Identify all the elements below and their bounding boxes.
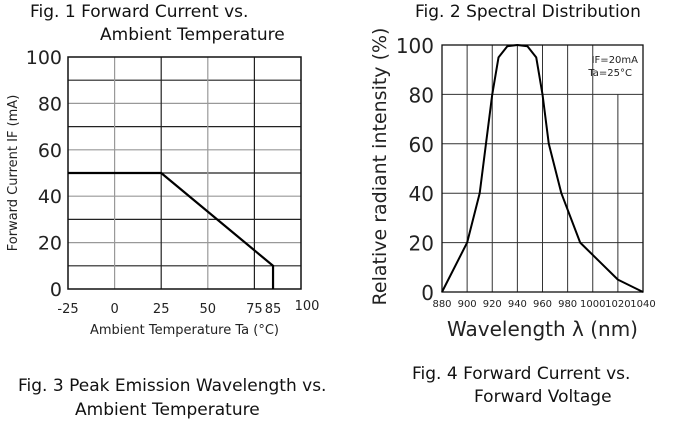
x-tick-label: 25 — [153, 302, 170, 317]
x-tick-label: 100 — [295, 299, 320, 314]
fig1-caption-line2: Ambient Temperature — [100, 25, 285, 45]
y-tick-label: 80 — [409, 83, 434, 107]
x-tick-label: 75 — [246, 302, 263, 317]
x-tick-label: 880 — [432, 299, 451, 310]
x-tick-label: 85 — [265, 302, 282, 317]
y-axis-label: Relative radiant intensity (%) — [369, 28, 391, 306]
y-tick-label: 20 — [409, 232, 434, 256]
x-axis-label: Ambient Temperature Ta (°C) — [90, 323, 279, 338]
x-tick-label: 960 — [533, 299, 552, 310]
x-tick-label: 920 — [483, 299, 502, 310]
y-tick-label: 100 — [26, 47, 62, 69]
fig2-caption: Fig. 2 Spectral Distribution — [415, 2, 641, 22]
annotation-current: IF=20mA — [592, 55, 639, 66]
x-tick-label: 1020 — [605, 299, 630, 310]
spectral-distribution-chart: 0 20 40 60 80 100 880 900 920 940 960 980 1000 1020 10… — [369, 28, 656, 341]
y-tick-label: 0 — [50, 279, 62, 301]
fig3-caption-line2: Ambient Temperature — [75, 400, 260, 420]
x-tick-label: 1000 — [580, 299, 605, 310]
y-tick-label: 20 — [38, 233, 62, 255]
spectrum-curve — [441, 44, 644, 293]
y-tick-label: 40 — [409, 182, 434, 206]
x-tick-label: 50 — [200, 302, 217, 317]
y-axis-label: Forward Current IF (mA) — [6, 95, 21, 252]
x-tick-label: 900 — [458, 299, 477, 310]
x-tick-label: 1040 — [630, 299, 655, 310]
plot-frame — [441, 44, 644, 293]
x-tick-label: -25 — [57, 302, 78, 317]
y-tick-label: 0 — [421, 281, 434, 305]
y-tick-label: 60 — [38, 140, 62, 162]
x-tick-label: 0 — [110, 302, 118, 317]
derating-curve — [68, 171, 275, 289]
annotation-temperature: Ta=25°C — [587, 68, 632, 79]
x-tick-label: 980 — [558, 299, 577, 310]
fig4-caption-line2: Forward Voltage — [474, 387, 612, 407]
fig4-caption-line1: Fig. 4 Forward Current vs. — [412, 364, 630, 384]
fig1-caption-line1: Fig. 1 Forward Current vs. — [30, 2, 248, 22]
y-tick-label: 40 — [38, 186, 62, 208]
y-tick-label: 60 — [409, 133, 434, 157]
x-axis-label: Wavelength λ (nm) — [447, 317, 638, 341]
y-tick-label: 100 — [396, 34, 434, 58]
fig3-caption-line1: Fig. 3 Peak Emission Wavelength vs. — [18, 376, 326, 396]
x-tick-label: 940 — [508, 299, 527, 310]
y-tick-label: 80 — [38, 93, 62, 115]
